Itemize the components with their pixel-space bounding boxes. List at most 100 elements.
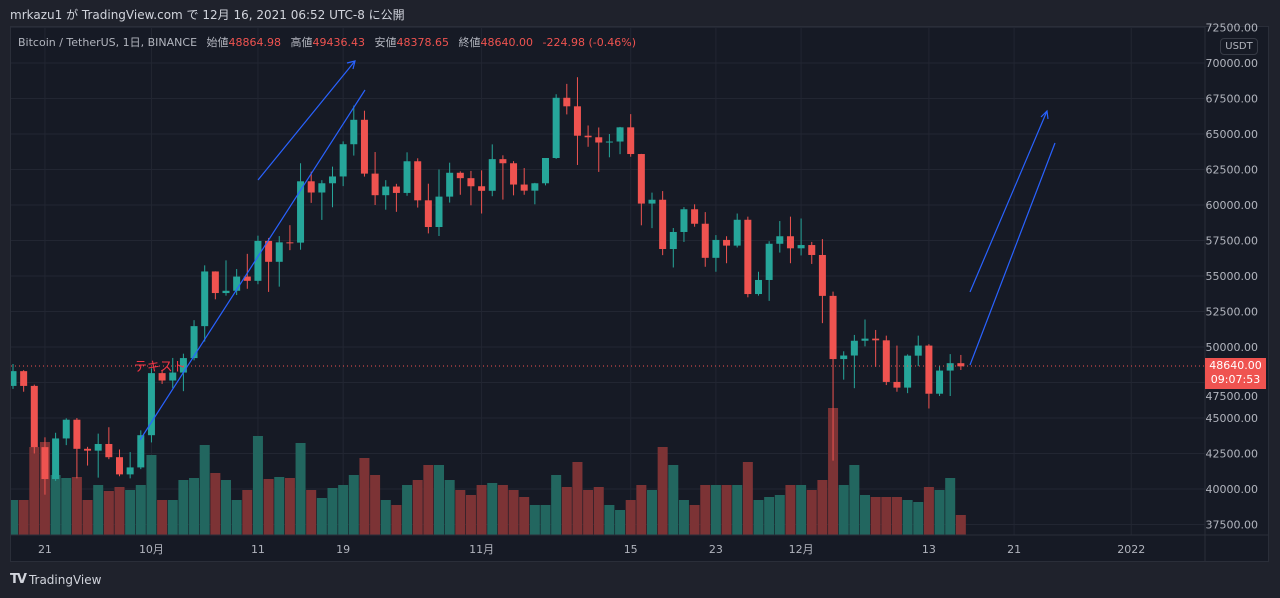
volume-bar [338, 485, 349, 535]
volume-bar [391, 505, 402, 535]
volume-bar [125, 490, 136, 535]
time-tick-label: 11月 [469, 543, 494, 556]
candle-body [882, 340, 890, 382]
symbol-legend[interactable]: Bitcoin / TetherUS, 1日, BINANCE 始値48864.… [18, 34, 636, 50]
volume-bar [934, 490, 945, 535]
volume-bar [785, 485, 796, 535]
price-tick-label: 57500.00 [1206, 235, 1259, 248]
text-annotation[interactable]: テキスト [134, 360, 186, 375]
volume-bar [540, 505, 551, 535]
chart-panel[interactable] [10, 26, 1269, 562]
candle-body [712, 239, 720, 258]
volume-bar [189, 478, 200, 535]
candle-body [211, 271, 219, 294]
volume-bar [327, 488, 338, 535]
volume-bar [242, 490, 253, 535]
candle-body [222, 290, 230, 294]
volume-bar [284, 478, 295, 535]
candle-body [914, 345, 922, 356]
trend-drawings [139, 60, 1056, 441]
volume-bar [135, 485, 146, 535]
volume-bar [306, 490, 317, 535]
candle-body [850, 340, 858, 356]
candle-body [776, 236, 784, 244]
volume-bar [689, 505, 700, 535]
low-value: 48378.65 [396, 36, 450, 49]
candle-body [414, 161, 422, 201]
volume-bar [455, 490, 466, 535]
candle-body [861, 338, 869, 341]
volume-bar [870, 497, 881, 535]
trend-arrow-2 [969, 110, 1048, 293]
last-price-badge: 48640.00 09:07:53 [1205, 358, 1266, 389]
candle-body [755, 279, 762, 295]
candle-body [435, 196, 443, 228]
volume-bar [838, 485, 849, 535]
volume-bar [583, 490, 594, 535]
volume-bar [774, 495, 785, 535]
candle-body [233, 276, 241, 291]
volume-bar [508, 490, 519, 535]
volume-bar [647, 490, 657, 535]
candle-body [339, 144, 347, 177]
volume-bar [860, 495, 870, 535]
time-tick-label: 15 [624, 543, 638, 556]
candle-body [371, 173, 379, 196]
candle-body [829, 295, 837, 360]
candle-body [360, 119, 368, 174]
candle-body [552, 97, 560, 158]
volume-bar [434, 465, 444, 535]
high-label: 高値 [290, 36, 313, 49]
candle-body [382, 186, 390, 196]
candle-body [595, 137, 603, 143]
price-tick-label: 55000.00 [1206, 270, 1259, 283]
volume-bar [764, 497, 775, 535]
candle-body [893, 381, 901, 388]
volume-bar [561, 487, 572, 535]
candle-body [20, 371, 28, 386]
candle-body [659, 199, 667, 250]
tradingview-logo-icon: TV [10, 572, 27, 587]
time-tick-label: 21 [38, 543, 52, 556]
candle-body [254, 240, 262, 281]
price-tick-label: 42500.00 [1206, 448, 1259, 461]
volume-bar [263, 479, 274, 535]
candle-body [904, 355, 912, 388]
candle-body [510, 163, 518, 185]
candle-body [62, 419, 70, 439]
tradingview-brand[interactable]: TV TradingView [10, 572, 101, 587]
candle-body [467, 178, 475, 187]
volume-bar [604, 505, 615, 535]
candle-body [499, 159, 507, 164]
volume-bar [636, 485, 647, 535]
candle-body [818, 254, 826, 296]
volume-bar [11, 500, 18, 535]
candle-body [637, 154, 645, 204]
volume-bar [199, 445, 210, 535]
trend-line-2 [969, 142, 1056, 366]
candle-body [488, 159, 496, 191]
volume-bar [50, 475, 61, 535]
volume-bar [732, 485, 743, 535]
volume-bar [625, 500, 636, 535]
candle-body [94, 443, 102, 451]
volume-bar [370, 475, 381, 535]
volume-bar [678, 500, 689, 535]
volume-bar [955, 515, 966, 535]
time-tick-label: 21 [1007, 543, 1021, 556]
volume-bar [82, 500, 93, 535]
price-tick-label: 50000.00 [1206, 341, 1259, 354]
candle-body [179, 358, 187, 373]
currency-button[interactable]: USDT [1220, 38, 1258, 55]
volume-bar [551, 475, 562, 535]
price-tick-label: 62500.00 [1206, 164, 1259, 177]
price-tick-label: 37500.00 [1206, 519, 1259, 532]
volume-bar [913, 502, 924, 535]
volume-bar [359, 458, 370, 535]
volume-bar [146, 455, 157, 535]
volume-bar [167, 500, 178, 535]
volume-bar [423, 465, 434, 535]
volume-bar [923, 487, 934, 535]
candle-body [723, 239, 731, 246]
